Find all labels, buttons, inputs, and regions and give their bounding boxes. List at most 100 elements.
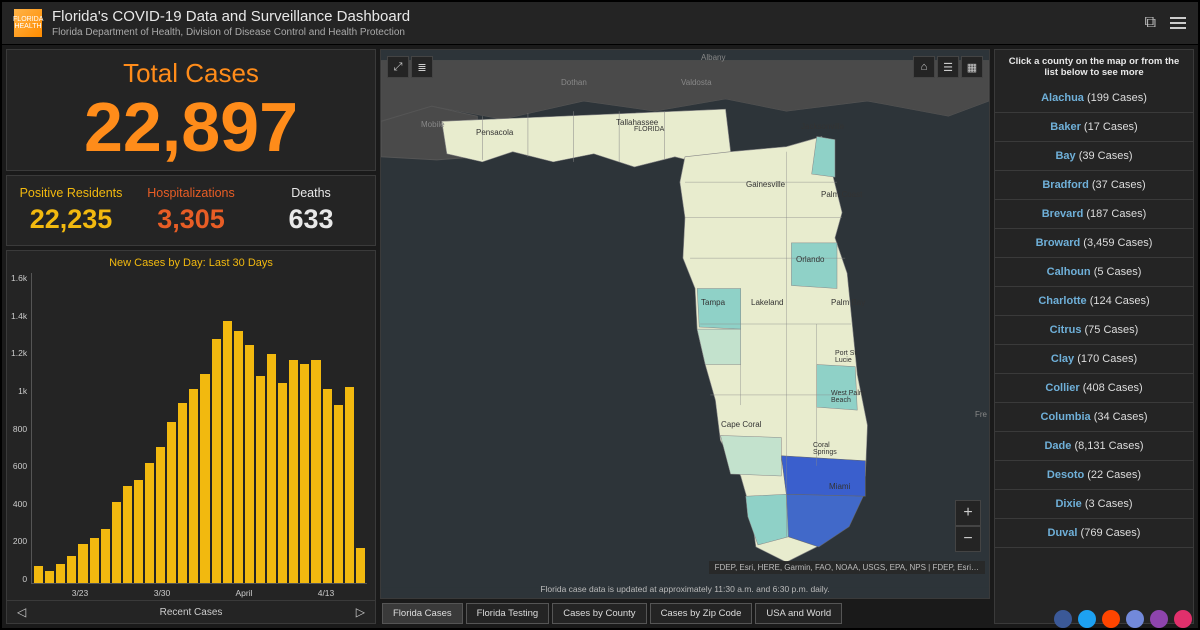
- chart-area[interactable]: 1.6k1.4k1.2k1k8006004002000: [7, 271, 375, 586]
- county-cases: (8,131 Cases): [1074, 440, 1143, 452]
- chart-bar[interactable]: [156, 447, 165, 583]
- taskbar-icon[interactable]: [1150, 610, 1168, 628]
- chart-bar[interactable]: [267, 354, 276, 583]
- county-row[interactable]: Collier (408 Cases): [995, 374, 1193, 403]
- map-panel[interactable]: Albany Dothan Valdosta Mobile Pensacola …: [380, 49, 990, 599]
- chart-bar[interactable]: [289, 360, 298, 583]
- chart-bar[interactable]: [78, 544, 87, 583]
- chart-bar[interactable]: [300, 364, 309, 583]
- county-name: Charlotte: [1038, 295, 1086, 307]
- y-tick: 1.4k: [11, 311, 27, 321]
- map-toolbar-left: ⤢ ≣: [387, 56, 433, 78]
- share-icon[interactable]: ⧉: [1145, 14, 1156, 32]
- update-note: Florida case data is updated at approxim…: [381, 584, 989, 594]
- chart-bar[interactable]: [223, 321, 232, 583]
- chart-bar[interactable]: [311, 360, 320, 583]
- county-row[interactable]: Citrus (75 Cases): [995, 316, 1193, 345]
- layers-icon[interactable]: ≣: [411, 56, 433, 78]
- chart-bar[interactable]: [101, 529, 110, 583]
- chart-bar[interactable]: [356, 548, 365, 583]
- x-tick: 4/13: [285, 588, 367, 598]
- county-row[interactable]: Duval (769 Cases): [995, 519, 1193, 548]
- zoom-in-button[interactable]: +: [955, 500, 981, 526]
- florida-map[interactable]: [381, 50, 989, 598]
- chart-bar[interactable]: [123, 486, 132, 583]
- stat-value: 22,235: [11, 204, 131, 235]
- county-row[interactable]: Dixie (3 Cases): [995, 490, 1193, 519]
- county-row[interactable]: Baker (17 Cases): [995, 113, 1193, 142]
- county-row[interactable]: Dade (8,131 Cases): [995, 432, 1193, 461]
- x-tick: 3/23: [39, 588, 121, 598]
- chart-bar[interactable]: [167, 422, 176, 583]
- chart-bar[interactable]: [189, 389, 198, 583]
- chart-prev-button[interactable]: ◁: [17, 605, 26, 619]
- county-row[interactable]: Bay (39 Cases): [995, 142, 1193, 171]
- chart-bar[interactable]: [256, 376, 265, 583]
- tab-cases-by-zip-code[interactable]: Cases by Zip Code: [650, 603, 753, 624]
- zoom-out-button[interactable]: −: [955, 526, 981, 552]
- county-row[interactable]: Alachua (199 Cases): [995, 84, 1193, 113]
- county-cases: (3 Cases): [1085, 498, 1133, 510]
- taskbar-icon[interactable]: [1126, 610, 1144, 628]
- county-name: Citrus: [1050, 324, 1082, 336]
- map-tool-icon[interactable]: ⤢: [387, 56, 409, 78]
- center-column: Albany Dothan Valdosta Mobile Pensacola …: [380, 49, 990, 624]
- county-row[interactable]: Clay (170 Cases): [995, 345, 1193, 374]
- county-cases: (22 Cases): [1087, 469, 1141, 481]
- tab-bar: Florida CasesFlorida TestingCases by Cou…: [380, 603, 990, 624]
- taskbar-icon[interactable]: [1054, 610, 1072, 628]
- home-icon[interactable]: ⌂: [913, 56, 935, 78]
- menu-icon[interactable]: [1170, 17, 1186, 29]
- chart-bar[interactable]: [334, 405, 343, 583]
- y-tick: 200: [11, 536, 27, 546]
- chart-next-button[interactable]: ▷: [356, 605, 365, 619]
- chart-bar[interactable]: [234, 331, 243, 583]
- county-row[interactable]: Charlotte (124 Cases): [995, 287, 1193, 316]
- body: Total Cases 22,897 Positive Residents22,…: [2, 45, 1198, 628]
- chart-bar[interactable]: [67, 556, 76, 583]
- county-row[interactable]: Broward (3,459 Cases): [995, 229, 1193, 258]
- tab-usa-and-world[interactable]: USA and World: [755, 603, 842, 624]
- chart-bar[interactable]: [145, 463, 154, 583]
- chart-bar[interactable]: [278, 383, 287, 583]
- chart-bar[interactable]: [34, 566, 43, 583]
- page-title: Florida's COVID-19 Data and Surveillance…: [52, 8, 410, 25]
- x-tick: 3/30: [121, 588, 203, 598]
- chart-bar[interactable]: [45, 571, 54, 583]
- chart-bar[interactable]: [178, 403, 187, 583]
- header-icons: ⧉: [1145, 14, 1186, 32]
- county-row[interactable]: Calhoun (5 Cases): [995, 258, 1193, 287]
- taskbar-icon[interactable]: [1174, 610, 1192, 628]
- basemap-icon[interactable]: ▦: [961, 56, 983, 78]
- county-list[interactable]: Alachua (199 Cases)Baker (17 Cases)Bay (…: [995, 84, 1193, 623]
- chart-bar[interactable]: [56, 564, 65, 583]
- y-tick: 600: [11, 461, 27, 471]
- tab-florida-cases[interactable]: Florida Cases: [382, 603, 463, 624]
- chart-bar[interactable]: [345, 387, 354, 583]
- chart-bar[interactable]: [200, 374, 209, 583]
- county-cases: (17 Cases): [1084, 121, 1138, 133]
- county-name: Calhoun: [1047, 266, 1091, 278]
- chart-bar[interactable]: [212, 339, 221, 583]
- county-row[interactable]: Desoto (22 Cases): [995, 461, 1193, 490]
- chart-bar[interactable]: [134, 480, 143, 583]
- county-cases: (39 Cases): [1079, 150, 1133, 162]
- tab-florida-testing[interactable]: Florida Testing: [466, 603, 550, 624]
- y-tick: 1.2k: [11, 348, 27, 358]
- chart-bar[interactable]: [323, 389, 332, 583]
- chart-bar[interactable]: [90, 538, 99, 583]
- tab-cases-by-county[interactable]: Cases by County: [552, 603, 646, 624]
- chart-bar[interactable]: [112, 502, 121, 583]
- chart-bar[interactable]: [245, 345, 254, 583]
- chart-footer-label: Recent Cases: [160, 607, 223, 618]
- bars-container: [31, 273, 367, 584]
- county-row[interactable]: Columbia (34 Cases): [995, 403, 1193, 432]
- map-toolbar-right: ⌂ ☰ ▦: [913, 56, 983, 78]
- county-row[interactable]: Bradford (37 Cases): [995, 171, 1193, 200]
- list-icon[interactable]: ☰: [937, 56, 959, 78]
- county-cases: (75 Cases): [1085, 324, 1139, 336]
- taskbar-icon[interactable]: [1078, 610, 1096, 628]
- county-row[interactable]: Brevard (187 Cases): [995, 200, 1193, 229]
- stat-block: Positive Residents22,235: [11, 186, 131, 235]
- taskbar-icon[interactable]: [1102, 610, 1120, 628]
